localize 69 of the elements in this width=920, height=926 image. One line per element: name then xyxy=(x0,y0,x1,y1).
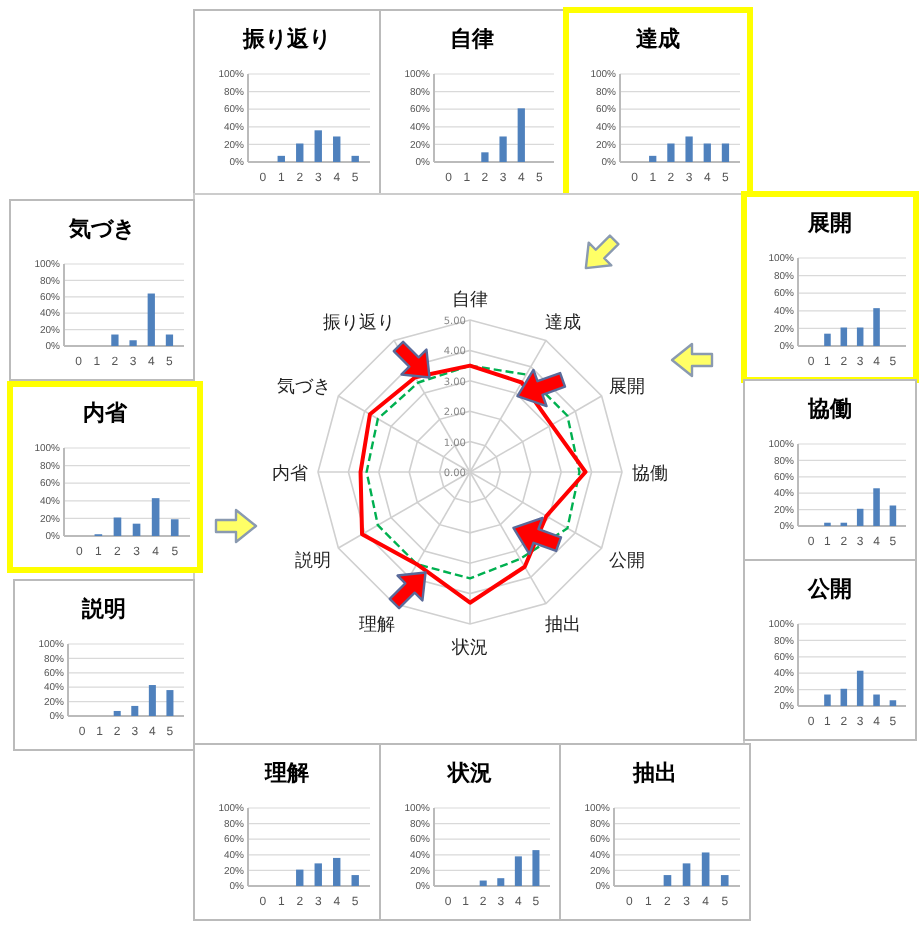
spoke-label: 達成 xyxy=(545,312,581,335)
chart-title: 自律 xyxy=(450,26,494,52)
bar xyxy=(481,152,489,162)
bar xyxy=(682,863,691,886)
bar xyxy=(148,685,156,716)
chart-title: 理解 xyxy=(263,760,309,786)
bar xyxy=(113,710,121,716)
bar xyxy=(840,688,848,706)
bar xyxy=(131,705,139,716)
bar xyxy=(333,136,341,162)
spoke-label: 内省 xyxy=(272,463,308,485)
chart-title: 説明 xyxy=(80,596,126,622)
bar xyxy=(532,850,540,886)
chart-title: 状況 xyxy=(446,760,492,786)
bar xyxy=(873,308,880,346)
bar xyxy=(170,519,179,536)
bar xyxy=(151,498,160,536)
bar xyxy=(685,136,693,162)
bar xyxy=(129,340,137,346)
bar xyxy=(166,690,174,716)
bar xyxy=(663,875,672,886)
spoke-label: 公開 xyxy=(608,550,645,572)
bar xyxy=(824,333,831,346)
bar xyxy=(514,856,522,886)
bar xyxy=(497,878,505,886)
bar xyxy=(314,130,322,162)
spoke-label: 理解 xyxy=(359,613,395,636)
bar xyxy=(873,694,880,706)
chart-title: 振り返り xyxy=(241,26,331,52)
bar xyxy=(314,863,322,886)
bar xyxy=(517,108,525,162)
bar xyxy=(824,694,831,706)
bar xyxy=(721,143,730,162)
bar xyxy=(856,670,864,706)
spoke-label: 気づき xyxy=(277,376,332,398)
spoke-label: 状況 xyxy=(450,637,488,659)
chart-title: 公開 xyxy=(806,576,852,602)
bar xyxy=(351,875,359,886)
bar xyxy=(277,155,285,162)
bar xyxy=(856,508,864,526)
chart-title: 気づき xyxy=(67,216,135,242)
bar xyxy=(873,488,880,526)
spoke-label: 抽出 xyxy=(545,613,581,636)
bar xyxy=(333,857,341,886)
spoke-label: 振り返り xyxy=(323,312,395,335)
bar xyxy=(720,875,729,886)
bar xyxy=(701,852,710,886)
chart-title: 内省 xyxy=(83,400,129,426)
bar xyxy=(351,155,359,162)
bar xyxy=(147,293,155,346)
chart-title: 展開 xyxy=(806,210,852,236)
spoke-label: 協働 xyxy=(632,463,668,485)
bar xyxy=(889,505,897,526)
spoke-label: 自律 xyxy=(452,289,488,311)
bar xyxy=(296,143,304,162)
bar xyxy=(111,334,119,346)
spoke-label: 展開 xyxy=(608,376,645,398)
bar xyxy=(499,136,507,162)
chart-title: 達成 xyxy=(634,26,680,52)
bar xyxy=(165,334,174,346)
chart-title: 抽出 xyxy=(631,760,677,786)
bar xyxy=(296,869,304,886)
bar xyxy=(667,143,675,162)
chart-title: 協働 xyxy=(806,396,852,422)
bar xyxy=(703,143,711,162)
bar xyxy=(479,880,487,886)
spoke-label: 説明 xyxy=(295,550,332,572)
bar xyxy=(889,700,897,706)
bar xyxy=(649,155,657,162)
